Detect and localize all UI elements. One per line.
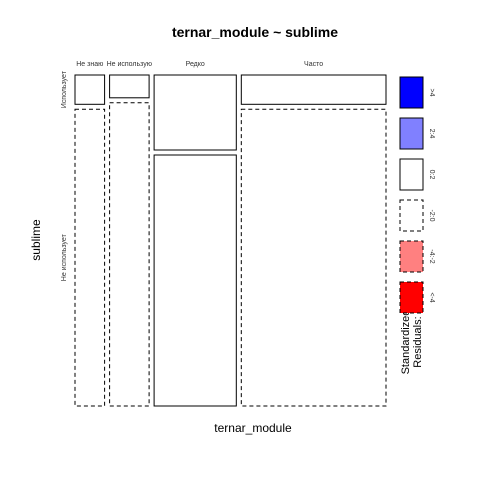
x-axis-label: ternar_module xyxy=(214,421,292,435)
tile-не-знаю-использует xyxy=(74,74,106,105)
x-tick-label: Не знаю xyxy=(76,61,103,68)
x-tick-label: Не использую xyxy=(107,61,152,68)
y-tick-label: Не использует xyxy=(61,233,68,281)
legend-swatch xyxy=(399,199,424,232)
legend-label: <-4 xyxy=(428,292,435,302)
tile-редко-не-использует xyxy=(153,154,237,407)
x-tick-labels: Не знаю Не использую Редко Часто xyxy=(76,61,323,68)
legend-title-line-2: Residuals: xyxy=(412,316,424,367)
legend-title-line-1: Standardized xyxy=(400,310,412,375)
tile-не-знаю-не-использует xyxy=(74,108,106,407)
tile-не-использую-не-использует xyxy=(109,102,150,407)
tile-часто-использует xyxy=(240,74,387,105)
x-tick-label: Часто xyxy=(304,61,323,68)
legend-label: >4 xyxy=(428,89,435,97)
y-tick-label: Использует xyxy=(61,70,68,108)
tile-редко-использует xyxy=(153,74,237,151)
legend-swatch xyxy=(399,76,424,109)
x-tick-label: Редко xyxy=(186,61,205,68)
y-axis-label: sublime xyxy=(29,219,43,261)
tile-не-использую-использует xyxy=(109,74,150,99)
mosaic-tiles xyxy=(74,74,387,407)
legend-label: 0:2 xyxy=(428,170,435,180)
legend-swatch xyxy=(399,158,424,191)
legend-label: -4:-2 xyxy=(428,249,435,264)
tile-часто-не-использует xyxy=(240,108,387,407)
legend-swatch xyxy=(399,240,424,273)
legend-label: -2:0 xyxy=(428,209,435,221)
legend-swatch xyxy=(399,117,424,150)
y-tick-labels: Использует Не использует xyxy=(61,70,68,281)
chart-title: ternar_module ~ sublime xyxy=(172,24,338,40)
legend-swatch xyxy=(399,281,424,314)
residuals-legend: Standardized Residuals: >4 2:4 0:2 -2:0 -4:-… xyxy=(399,76,435,375)
legend-label: 2:4 xyxy=(428,129,435,139)
